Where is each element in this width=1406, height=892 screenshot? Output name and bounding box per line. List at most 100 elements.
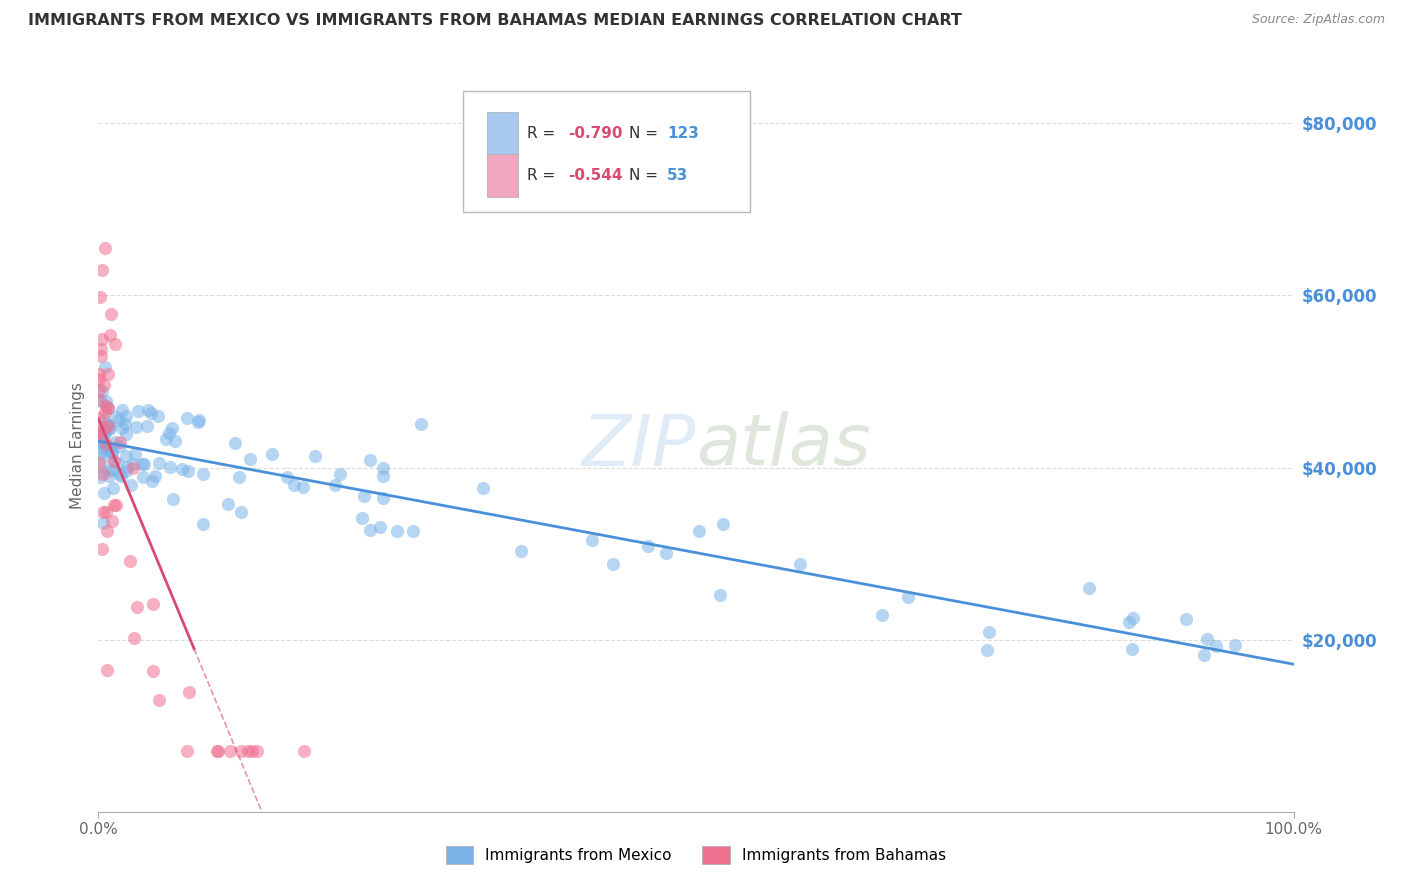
- Point: [94, 437, 117, 451]
- Point: [373, 460, 395, 475]
- Point: [976, 642, 998, 657]
- Point: [409, 417, 432, 432]
- Point: [94, 240, 117, 254]
- Legend: Immigrants from Mexico, Immigrants from Bahamas: Immigrants from Mexico, Immigrants from …: [440, 840, 952, 870]
- Point: [205, 744, 228, 758]
- Text: N =: N =: [628, 168, 662, 183]
- Point: [120, 478, 142, 492]
- Point: [291, 480, 314, 494]
- Point: [188, 412, 211, 426]
- Point: [94, 505, 117, 519]
- Point: [97, 450, 120, 464]
- Point: [110, 469, 132, 483]
- Point: [124, 447, 146, 461]
- Point: [136, 402, 159, 417]
- Point: [111, 402, 134, 417]
- Point: [1122, 611, 1144, 625]
- Point: [191, 516, 214, 531]
- Point: [238, 744, 260, 758]
- Point: [148, 456, 170, 470]
- Point: [162, 491, 184, 506]
- Point: [100, 463, 122, 477]
- Point: [89, 425, 111, 439]
- Point: [91, 542, 114, 557]
- Text: -0.544: -0.544: [568, 168, 623, 183]
- Text: R =: R =: [527, 126, 561, 141]
- Point: [122, 460, 145, 475]
- Point: [94, 359, 117, 374]
- Point: [87, 372, 110, 386]
- Point: [472, 481, 495, 495]
- Point: [90, 349, 112, 363]
- Point: [122, 631, 145, 645]
- FancyBboxPatch shape: [486, 112, 517, 155]
- Point: [93, 412, 115, 426]
- Point: [292, 744, 315, 758]
- Point: [872, 608, 894, 623]
- Point: [359, 453, 381, 467]
- Point: [93, 441, 115, 455]
- Point: [103, 454, 125, 468]
- Point: [97, 419, 120, 434]
- Point: [91, 435, 114, 450]
- Point: [87, 411, 110, 425]
- Point: [104, 337, 127, 351]
- Point: [97, 367, 120, 381]
- Point: [141, 474, 163, 488]
- Point: [172, 462, 194, 476]
- Point: [115, 460, 138, 475]
- Point: [283, 478, 305, 492]
- Point: [1175, 612, 1198, 626]
- Point: [87, 367, 110, 381]
- Point: [142, 597, 165, 611]
- Point: [94, 425, 117, 440]
- Text: 53: 53: [668, 168, 689, 183]
- Point: [105, 456, 128, 470]
- Point: [176, 744, 198, 758]
- Point: [325, 478, 347, 492]
- Point: [134, 457, 156, 471]
- Y-axis label: Median Earnings: Median Earnings: [69, 383, 84, 509]
- Point: [1195, 632, 1218, 646]
- Point: [654, 546, 676, 560]
- Point: [104, 410, 127, 425]
- Point: [110, 467, 132, 481]
- Point: [276, 470, 298, 484]
- Point: [108, 435, 131, 450]
- Point: [104, 498, 127, 512]
- Point: [177, 464, 200, 478]
- Point: [89, 428, 111, 442]
- Point: [897, 591, 920, 605]
- Point: [329, 467, 352, 482]
- Text: R =: R =: [527, 168, 561, 183]
- Point: [93, 421, 115, 435]
- Point: [97, 422, 120, 436]
- Point: [143, 469, 166, 483]
- Point: [159, 460, 181, 475]
- Point: [371, 491, 394, 505]
- Point: [246, 744, 269, 758]
- Text: N =: N =: [628, 126, 662, 141]
- Point: [219, 744, 242, 758]
- Point: [89, 434, 111, 449]
- Point: [239, 452, 262, 467]
- Point: [979, 624, 1001, 639]
- Point: [176, 411, 198, 425]
- Point: [98, 443, 121, 458]
- Point: [352, 510, 374, 524]
- Point: [711, 517, 734, 532]
- FancyBboxPatch shape: [486, 153, 517, 197]
- Point: [125, 420, 148, 434]
- Point: [101, 445, 124, 459]
- Point: [207, 744, 229, 758]
- Point: [155, 432, 177, 446]
- Point: [139, 406, 162, 420]
- Point: [368, 520, 391, 534]
- Point: [224, 435, 246, 450]
- Point: [90, 262, 112, 277]
- Point: [93, 436, 115, 450]
- Point: [1078, 582, 1101, 596]
- Point: [89, 469, 111, 483]
- Text: IMMIGRANTS FROM MEXICO VS IMMIGRANTS FROM BAHAMAS MEDIAN EARNINGS CORRELATION CH: IMMIGRANTS FROM MEXICO VS IMMIGRANTS FRO…: [28, 13, 962, 29]
- Point: [91, 429, 114, 443]
